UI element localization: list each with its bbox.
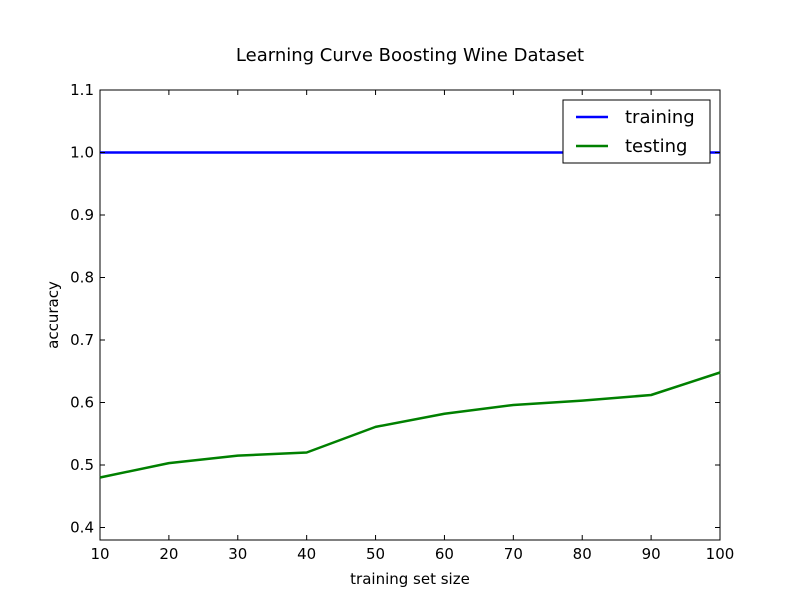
x-tick-label: 70 <box>504 545 523 563</box>
x-tick-label: 20 <box>159 545 178 563</box>
x-tick-label: 30 <box>228 545 247 563</box>
y-tick-label: 1.1 <box>70 81 94 99</box>
chart-title: Learning Curve Boosting Wine Dataset <box>236 45 584 66</box>
x-axis-label: training set size <box>350 570 470 588</box>
x-tick-label: 90 <box>642 545 661 563</box>
y-tick-label: 0.5 <box>70 456 94 474</box>
x-tick-label: 60 <box>435 545 454 563</box>
y-tick-label: 0.4 <box>70 519 94 537</box>
legend-label-testing: testing <box>625 136 687 157</box>
y-axis-label: accuracy <box>44 281 62 349</box>
x-tick-label: 50 <box>366 545 385 563</box>
x-tick-label: 40 <box>297 545 316 563</box>
x-tick-label: 80 <box>573 545 592 563</box>
series-line-testing <box>99 371 721 479</box>
y-tick-label: 0.7 <box>70 331 94 349</box>
y-tick-label: 0.9 <box>70 206 94 224</box>
y-tick-label: 1.0 <box>70 144 94 162</box>
plot-frame <box>99 89 721 541</box>
legend-box <box>562 99 711 164</box>
legend: training testing <box>562 99 711 164</box>
x-tick-label: 100 <box>706 545 735 563</box>
plot-area <box>99 89 721 541</box>
y-tick-label: 0.6 <box>70 394 94 412</box>
ticks-layer: 10 20 30 40 50 60 70 80 90 100 0.4 0.5 0.6 0.7 0.8 0.9 1… <box>70 81 734 563</box>
x-tick-label: 10 <box>90 545 109 563</box>
y-tick-label: 0.8 <box>70 269 94 287</box>
legend-label-training: training <box>625 107 695 128</box>
